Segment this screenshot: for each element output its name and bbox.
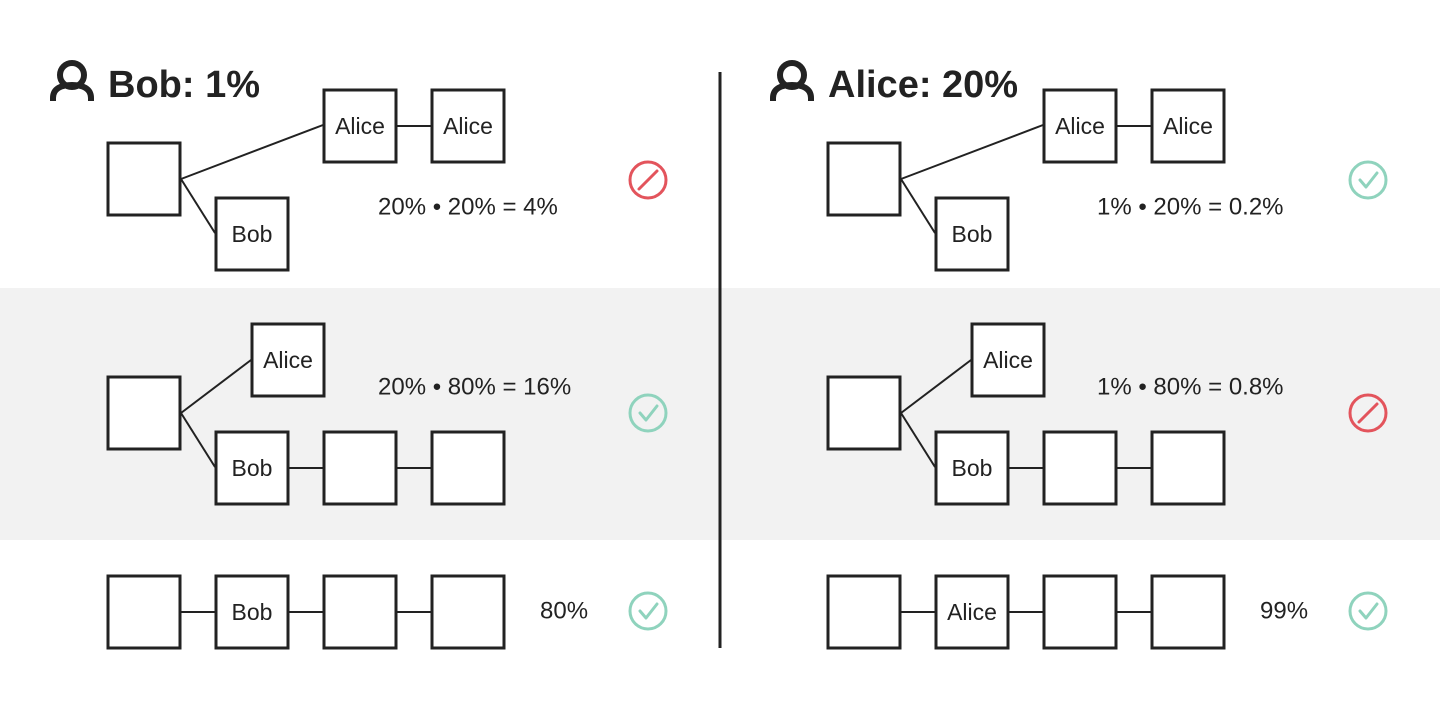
check-circle-icon [628,591,668,631]
block-label: Bob [232,455,273,481]
block-empty [1042,574,1118,650]
block-label: Alice [335,113,385,139]
block-empty [430,574,506,650]
block-empty [1150,430,1226,506]
block-empty [826,574,902,650]
block-bob [214,430,290,506]
right-header: Alice: 20% [769,60,1018,106]
left-panel: Bob: 1% Alice Alice Bob 20% • 20% = 4% [49,60,668,650]
probability-equation: 1% • 20% = 0.2% [1097,194,1284,221]
right-header-title: Alice: 20% [828,64,1018,106]
right-row-2: Alice Bob 1% • 80% = 0.8% [826,322,1388,506]
prohibited-icon [628,160,668,200]
block-alice [1150,88,1226,164]
block-empty [1042,430,1118,506]
left-row-2: Alice Bob 20% • 80% = 16% [106,322,668,506]
block-empty [106,141,182,217]
user-icon [49,60,95,102]
block-alice [970,322,1046,398]
check-circle-icon [1348,591,1388,631]
left-header: Bob: 1% [49,60,260,106]
user-icon [769,60,815,102]
block-label: Bob [952,455,993,481]
block-bob [934,430,1010,506]
block-label: Alice [947,599,997,625]
block-label: Bob [952,221,993,247]
block-alice [934,574,1010,650]
block-label: Bob [232,221,273,247]
left-row-1: Alice Alice Bob 20% • 20% = 4% [106,88,668,272]
probability-equation: 1% • 80% = 0.8% [1097,374,1284,401]
block-label: Alice [1055,113,1105,139]
block-empty [106,574,182,650]
block-alice [1042,88,1118,164]
block-label: Alice [983,347,1033,373]
block-bob [214,574,290,650]
block-empty [322,574,398,650]
block-empty [826,375,902,451]
block-label: Alice [263,347,313,373]
probability-value: 99% [1260,598,1308,625]
block-empty [1150,574,1226,650]
check-circle-icon [628,393,668,433]
right-panel: Alice: 20% Alice Alice Bob 1% • 20% = 0.… [769,60,1388,650]
block-alice [250,322,326,398]
probability-equation: 20% • 20% = 4% [378,194,558,221]
block-empty [430,430,506,506]
probability-equation: 20% • 80% = 16% [378,374,571,401]
right-row-1: Alice Alice Bob 1% • 20% = 0.2% [826,88,1388,272]
left-row-3: Bob 80% [106,574,668,650]
block-label: Alice [443,113,493,139]
block-empty [826,141,902,217]
block-alice [430,88,506,164]
check-circle-icon [1348,160,1388,200]
block-bob [214,196,290,272]
block-alice [322,88,398,164]
block-bob [934,196,1010,272]
prohibited-icon [1348,393,1388,433]
left-header-title: Bob: 1% [108,64,260,106]
block-empty [106,375,182,451]
right-row-3: Alice 99% [826,574,1388,650]
block-empty [322,430,398,506]
block-label: Alice [1163,113,1213,139]
probability-value: 80% [540,598,588,625]
block-label: Bob [232,599,273,625]
